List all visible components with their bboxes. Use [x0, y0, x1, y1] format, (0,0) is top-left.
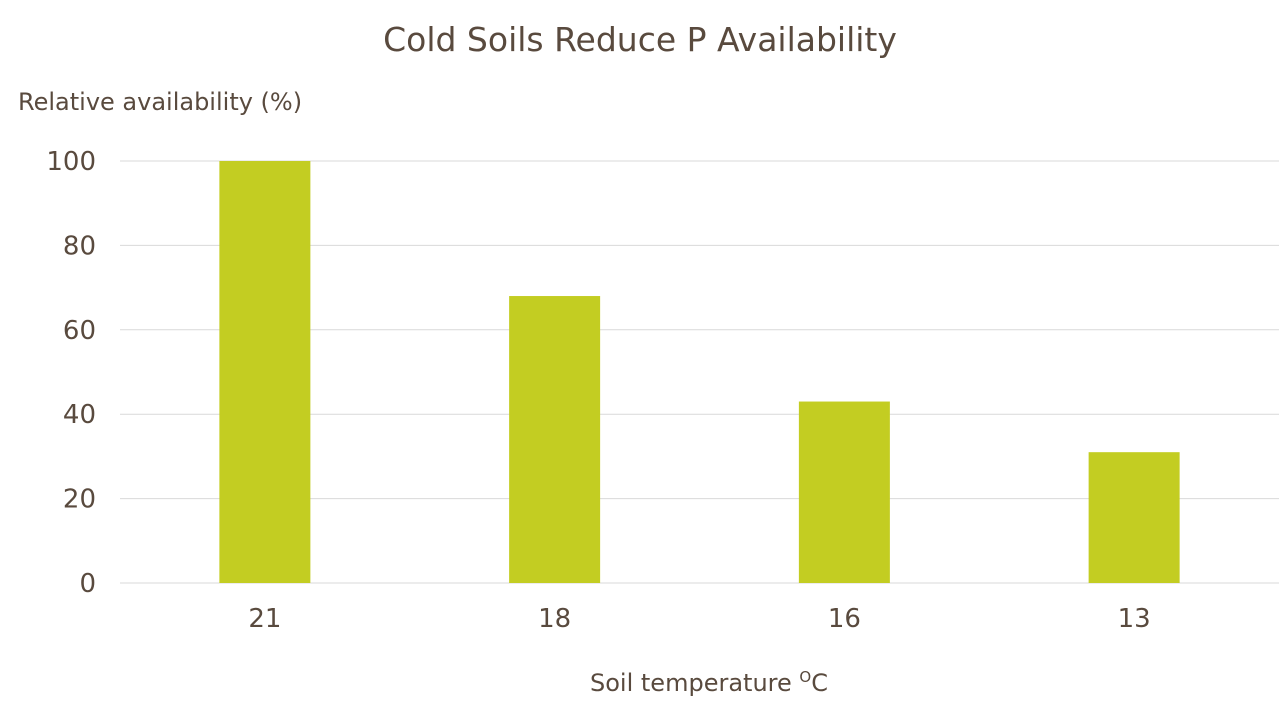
x-axis-label-unit: C	[811, 669, 828, 697]
y-tick-label: 20	[63, 485, 96, 515]
y-tick-label: 60	[63, 316, 96, 346]
y-axis-label: Relative availability (%)	[18, 88, 303, 116]
bar	[798, 401, 890, 583]
bar	[1088, 452, 1180, 583]
x-axis-label-text: Soil temperature	[590, 669, 792, 697]
chart-title: Cold Soils Reduce P Availability	[383, 20, 897, 59]
x-axis-label: Soil temperature OC	[0, 668, 1280, 697]
y-tick-label: 80	[63, 231, 96, 261]
x-tick-label: 18	[538, 604, 571, 634]
bar	[219, 161, 311, 583]
y-tick-label: 40	[63, 400, 96, 430]
y-tick-label: 0	[79, 569, 96, 599]
x-tick-label: 16	[828, 604, 861, 634]
x-tick-label: 21	[248, 604, 281, 634]
y-tick-label: 100	[46, 147, 96, 177]
x-tick-label: 13	[1118, 604, 1151, 634]
x-axis-label-degree: O	[799, 668, 812, 686]
bar	[509, 296, 601, 583]
